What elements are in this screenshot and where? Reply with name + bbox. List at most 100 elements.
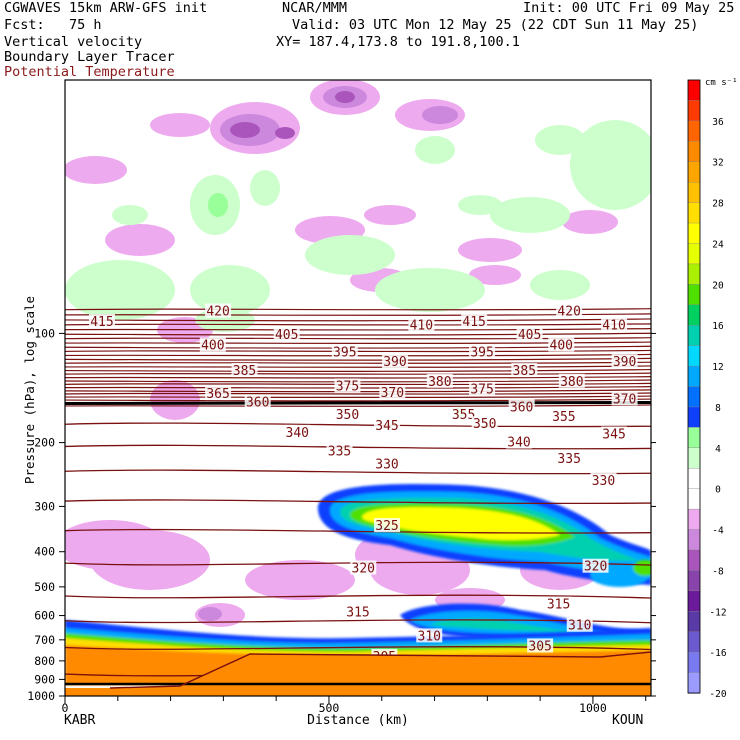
colorbar-swatch	[687, 284, 701, 306]
theta-label: 395	[333, 346, 356, 361]
theta-label-bg	[471, 416, 498, 431]
theta-label: 320	[584, 560, 607, 575]
y-axis: 100 200 300 400 500 600 700 800 900 1000	[27, 326, 656, 703]
theta-label-bg	[601, 317, 628, 332]
theta-label: 370	[613, 392, 636, 407]
theta-contour	[65, 379, 651, 383]
colorbar-label: 4	[715, 444, 721, 455]
theta-contour	[65, 392, 651, 395]
colorbar-swatch	[687, 386, 701, 408]
theta-label-bg	[611, 354, 638, 369]
theta-label: 330	[592, 474, 615, 489]
theta-label-bg	[205, 386, 232, 401]
colorbar-swatch	[687, 202, 701, 224]
theta-label: 375	[470, 383, 493, 398]
theta-contour	[65, 323, 651, 326]
theta-label: 380	[560, 375, 583, 390]
theta-label-bg	[582, 558, 609, 573]
theta-label-bg	[244, 394, 271, 409]
theta-label-bg	[601, 426, 628, 441]
theta-label: 350	[336, 408, 359, 423]
colorbar-swatch	[687, 243, 701, 265]
colorbar-label: 0	[715, 485, 721, 496]
theta-label: 310	[418, 629, 441, 644]
y-tick-label: 500	[34, 580, 55, 594]
field-boundary-layer-tracer: Boundary Layer Tracer	[4, 49, 175, 65]
theta-contour	[65, 389, 651, 393]
theta-label-bg	[426, 373, 453, 388]
y-tick-label: 100	[34, 326, 55, 340]
theta-label: 400	[550, 339, 573, 354]
theta-label-bg	[550, 408, 577, 423]
theta-label-bg	[334, 407, 361, 422]
theta-contour	[65, 308, 651, 311]
theta-label: 320	[352, 562, 375, 577]
theta-contour	[65, 395, 651, 399]
theta-contour	[65, 528, 651, 534]
x-axis: 0 500 1000	[62, 696, 647, 715]
colorbar-swatch	[687, 529, 701, 551]
theta-label: 335	[557, 452, 580, 467]
colorbar-frame	[687, 79, 701, 694]
start-station: KABR	[64, 713, 95, 728]
theta-label-bg	[381, 354, 408, 369]
forecast-hour: Fcst: 75 h	[4, 17, 102, 33]
theta-label-bg	[527, 638, 554, 653]
tropopause-line	[65, 400, 651, 405]
theta-label: 345	[602, 427, 625, 442]
theta-label: 365	[206, 387, 229, 402]
colorbar-swatch	[687, 508, 701, 531]
theta-label: 340	[286, 426, 309, 441]
theta-label: 360	[246, 395, 269, 410]
colorbar-swatch	[687, 161, 701, 183]
x-tick-label: 0	[62, 701, 69, 715]
theta-label-bg	[350, 560, 377, 575]
colorbar-swatch	[687, 590, 701, 612]
theta-label: 340	[507, 436, 530, 451]
y-tick-label: 200	[34, 436, 55, 450]
field-vertical-velocity: Vertical velocity	[4, 34, 143, 50]
colorbar-label: 28	[712, 199, 724, 210]
colorbar-label: 32	[712, 158, 723, 169]
colorbar-swatch	[687, 549, 701, 572]
theta-contour	[65, 313, 651, 316]
theta-contour	[65, 361, 651, 364]
theta-label: 315	[547, 598, 570, 613]
theta-label: 335	[328, 445, 351, 460]
theta-label: 360	[510, 400, 533, 415]
theta-label-bg	[548, 337, 575, 352]
theta-label-bg	[516, 326, 543, 341]
theta-contour	[65, 357, 651, 361]
theta-contour	[65, 328, 651, 331]
theta-label-bg	[566, 617, 593, 632]
colorbar-swatch	[687, 631, 701, 653]
theta-label: 395	[470, 346, 493, 361]
theta-label: 385	[233, 364, 256, 379]
colorbar-label: 24	[712, 239, 724, 250]
colorbar-label: 20	[712, 280, 724, 291]
colorbar-swatch	[687, 304, 701, 326]
colorbar-swatch	[687, 263, 701, 286]
colorbar-swatch	[687, 651, 701, 674]
colorbar-swatch	[687, 468, 701, 490]
theta-label-bg	[88, 314, 115, 329]
theta-label: 400	[201, 339, 224, 354]
theta-label-bg	[469, 381, 496, 396]
theta-label-bg	[461, 314, 488, 329]
colorbar-swatch	[687, 100, 701, 122]
colorbar-swatch	[687, 672, 701, 694]
theta-label: 310	[568, 619, 591, 634]
theta-label-bg	[508, 399, 535, 414]
model-title: CGWAVES 15km ARW-GFS init	[4, 0, 208, 16]
theta-label-bg	[556, 451, 583, 466]
colorbar-swatch	[687, 141, 701, 163]
theta-label: 355	[452, 408, 475, 423]
colorbar-swatch	[687, 79, 701, 102]
y-axis-label: Pressure (hPa), log scale	[22, 296, 37, 484]
theta-contour	[65, 499, 651, 505]
theta-label-bg	[199, 337, 226, 352]
theta-label: 345	[375, 419, 398, 434]
theta-label-bg	[205, 303, 232, 318]
colorbar-swatch	[687, 406, 701, 429]
